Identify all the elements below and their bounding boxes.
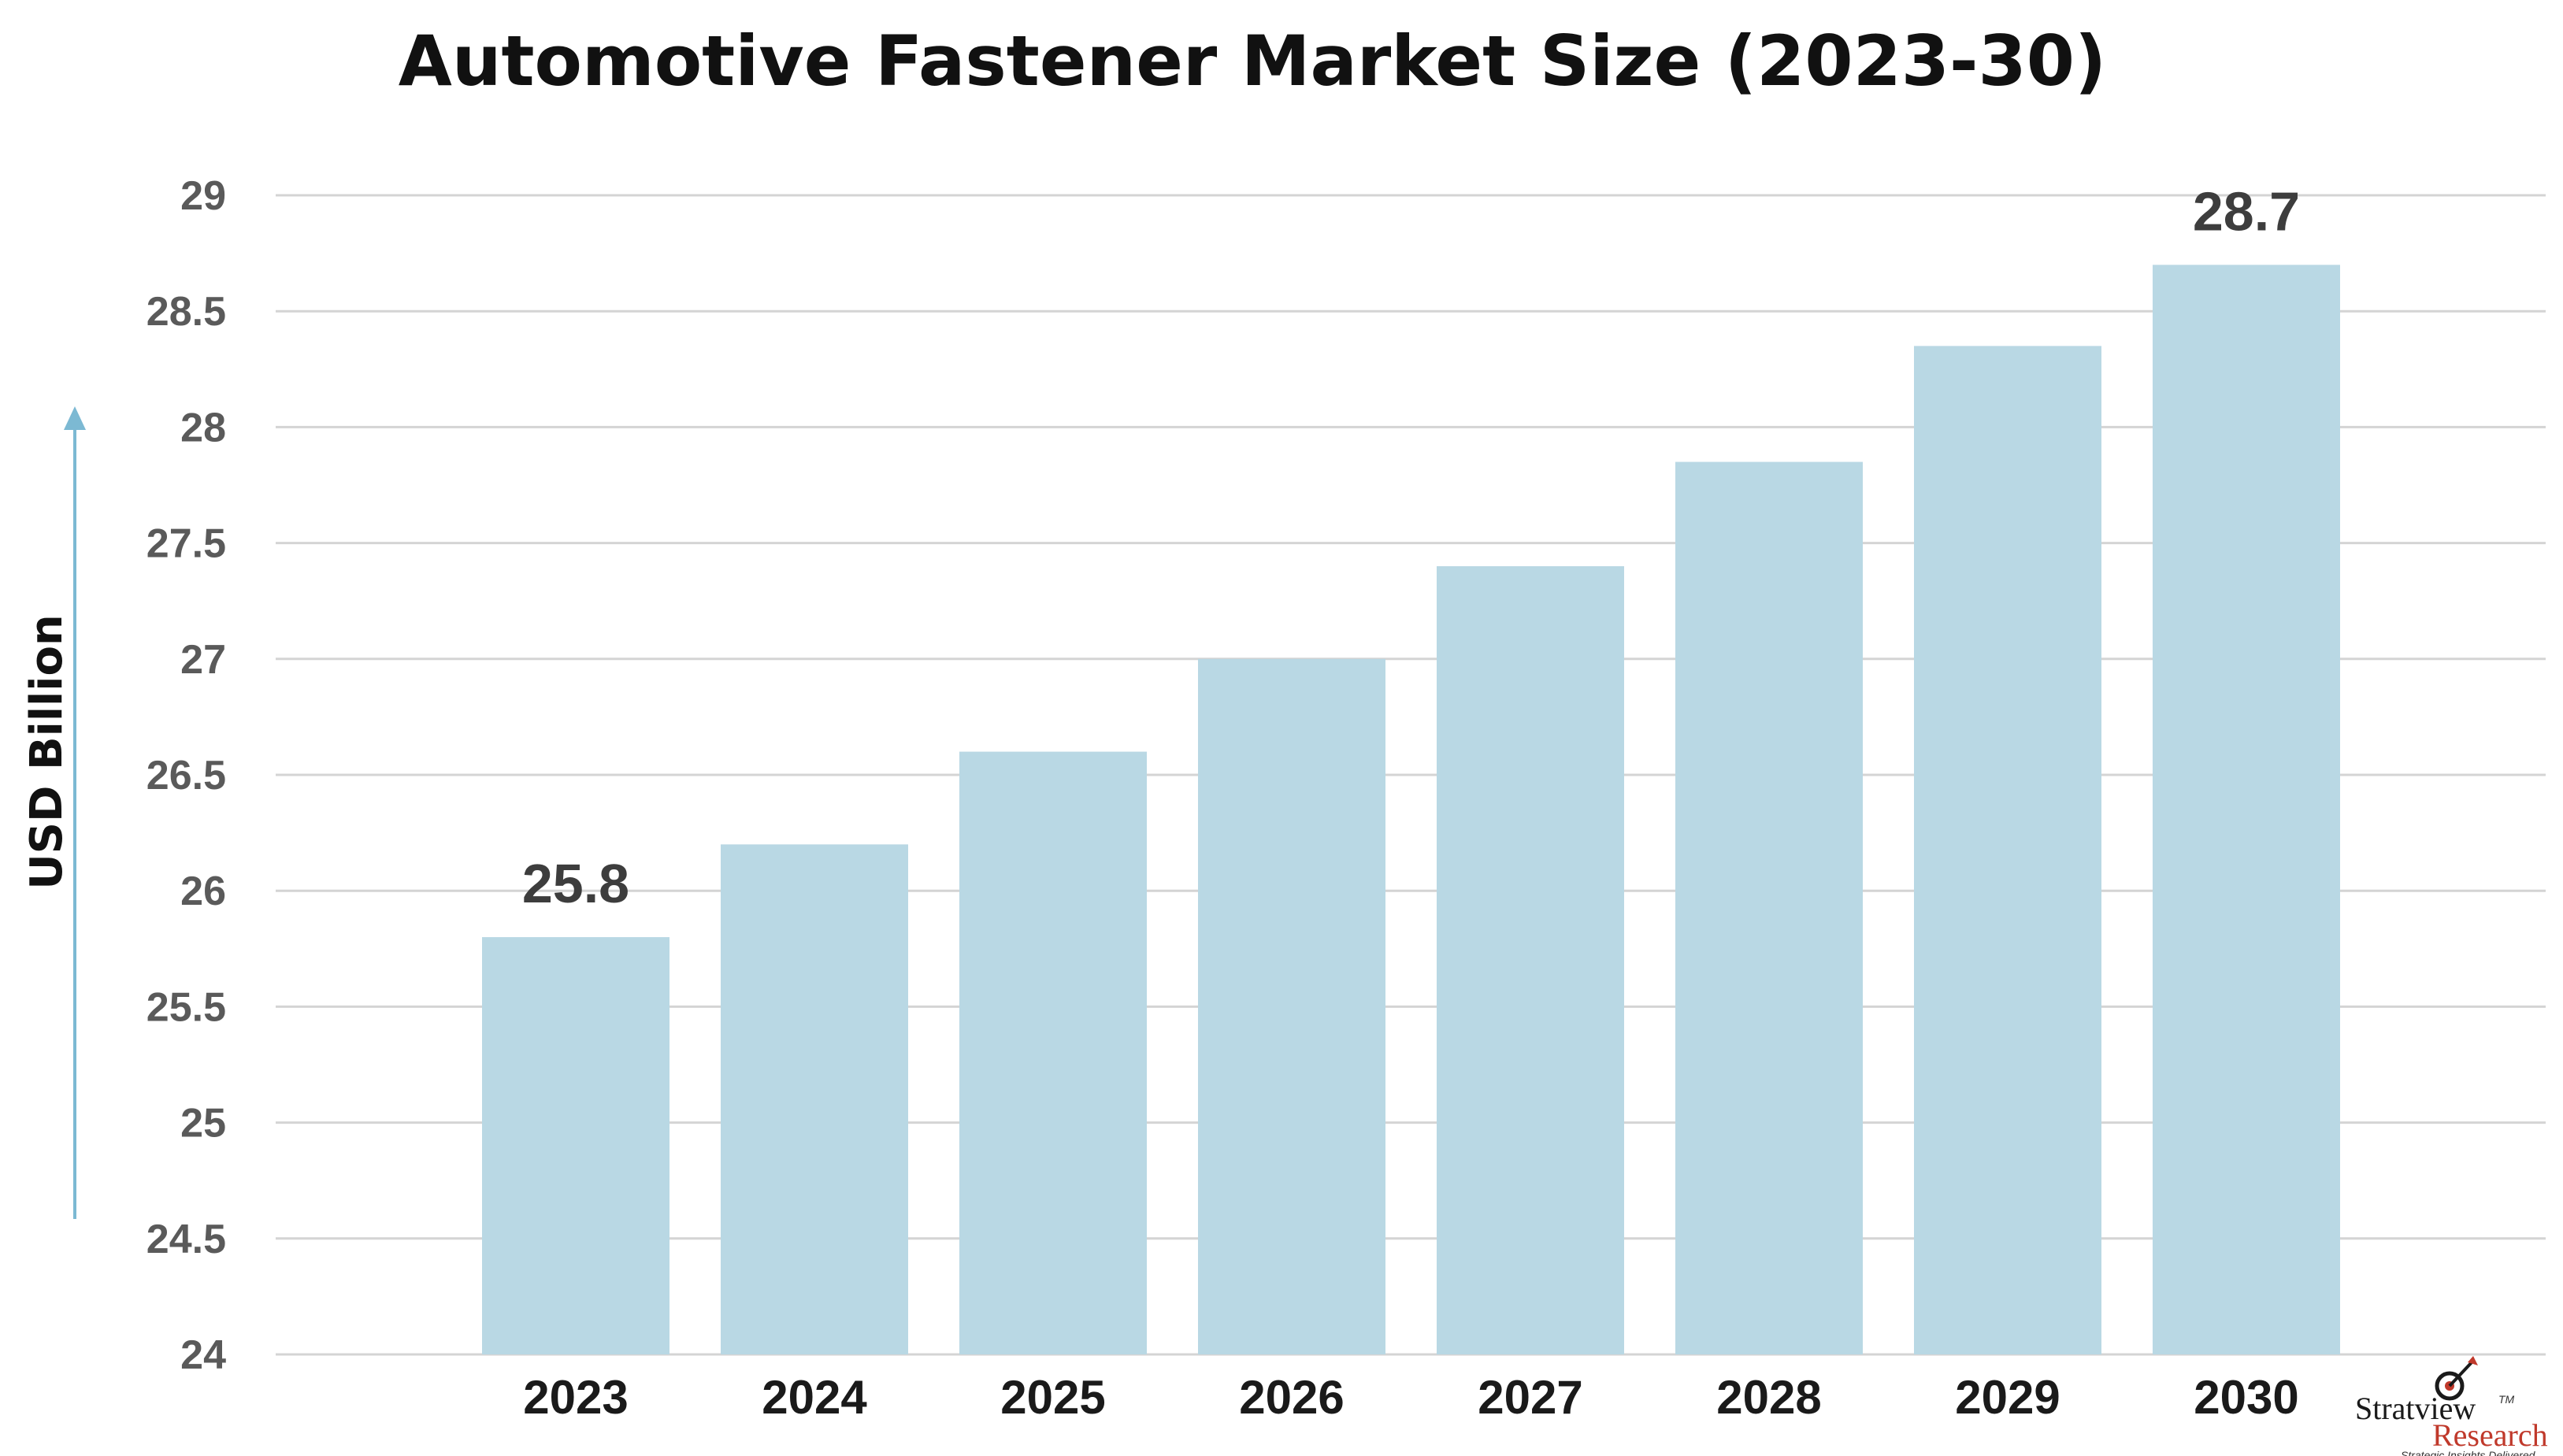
data-label-2023: 25.8: [522, 853, 629, 914]
bar-2025: [959, 751, 1147, 1354]
x-tick-label: 2030: [2194, 1371, 2298, 1424]
data-labels: 25.8 28.7: [522, 180, 2300, 914]
x-tick-label: 2027: [1478, 1371, 1582, 1424]
bar-2023: [482, 937, 669, 1354]
bar-2029: [1914, 346, 2101, 1354]
data-label-2030: 28.7: [2193, 180, 2300, 242]
y-tick-label: 27: [180, 637, 226, 683]
y-axis-arrow: [64, 406, 86, 1219]
brand-logo: Stratview TM Research Strategic Insights…: [2355, 1356, 2548, 1456]
x-tick-label: 2025: [1000, 1371, 1105, 1424]
bar-2028: [1675, 461, 1863, 1354]
y-tick-label: 26.5: [147, 753, 226, 798]
bar-2027: [1437, 566, 1624, 1354]
x-tick-label: 2029: [1955, 1371, 2060, 1424]
bar-2030: [2153, 265, 2340, 1354]
x-tick-label: 2024: [762, 1371, 867, 1424]
y-tick-label: 24: [180, 1332, 226, 1378]
y-tick-label: 26: [180, 869, 226, 914]
bars: [482, 265, 2340, 1354]
chart-title: Automotive Fastener Market Size (2023-30…: [399, 20, 2107, 102]
y-axis-label: USD Billion: [21, 614, 72, 890]
brand-tagline: Strategic Insights Delivered: [2401, 1449, 2536, 1456]
x-tick-label: 2023: [523, 1371, 628, 1424]
brand-sub: Research: [2432, 1417, 2548, 1453]
y-tick-label: 25: [180, 1101, 226, 1147]
y-tick-label: 27.5: [147, 521, 226, 567]
x-tick-labels: 2023 2024 2025 2026 2027 2028 2029 2030: [523, 1371, 2298, 1424]
y-tick-label: 24.5: [147, 1217, 226, 1262]
y-tick-label: 25.5: [147, 984, 226, 1030]
y-tick-label: 29: [180, 173, 226, 219]
y-tick-labels: 24 24.5 25 25.5 26 26.5 27 27.5 28 28.5 29: [147, 173, 226, 1378]
y-tick-label: 28.5: [147, 289, 226, 335]
bar-2024: [721, 844, 908, 1354]
y-tick-label: 28: [180, 405, 226, 450]
x-tick-label: 2026: [1239, 1371, 1344, 1424]
x-tick-label: 2028: [1716, 1371, 1821, 1424]
brand-name: Stratview: [2355, 1391, 2476, 1426]
brand-trademark: TM: [2498, 1393, 2515, 1406]
bar-2026: [1198, 658, 1385, 1354]
target-arrow-icon: [2435, 1356, 2478, 1401]
